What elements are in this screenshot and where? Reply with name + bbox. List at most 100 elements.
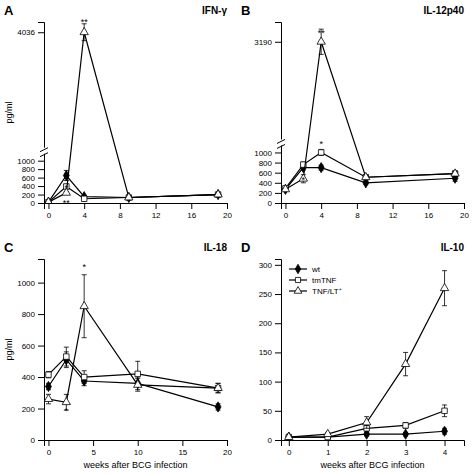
tick-label: 3190 xyxy=(254,38,272,47)
tick: 200 xyxy=(259,319,281,328)
point xyxy=(403,423,408,428)
tick-label: 0 xyxy=(47,211,52,220)
legend-label: tmTNF xyxy=(312,276,337,285)
point xyxy=(362,172,370,179)
tick: 0 xyxy=(31,436,44,445)
point xyxy=(125,193,133,200)
tick: 0 xyxy=(287,440,292,457)
tick-mark xyxy=(38,377,44,378)
tick-mark xyxy=(275,193,281,194)
tick-label: 200 xyxy=(259,319,273,328)
tick-label: 200 xyxy=(22,191,36,200)
tick-label: 10 xyxy=(134,448,143,457)
tick: 1000 xyxy=(254,149,281,158)
point xyxy=(44,394,52,401)
tick-mark xyxy=(275,42,281,43)
tick-label: 300 xyxy=(259,261,273,270)
tick-mark xyxy=(357,203,358,209)
point xyxy=(442,408,447,413)
tick-label: 16 xyxy=(187,211,196,220)
tick-label: 600 xyxy=(22,342,36,351)
tick-label: 4036 xyxy=(17,28,35,37)
tick-label: 0 xyxy=(47,448,52,457)
tick: 0 xyxy=(47,203,52,220)
tick: 0 xyxy=(268,199,281,208)
tick-label: 0 xyxy=(268,436,273,445)
tick: 600 xyxy=(259,169,281,178)
tick-mark xyxy=(428,203,429,209)
y-axis: 020040060080010004036 xyxy=(17,23,44,209)
point xyxy=(80,301,88,308)
tick-mark xyxy=(38,283,44,284)
tick: 12 xyxy=(389,203,398,220)
tick-label: 800 xyxy=(259,159,273,168)
panel: 0510152002004006008001000**IL-18Cweeks a… xyxy=(4,240,232,470)
tick-mark xyxy=(48,440,49,446)
plot-area xyxy=(281,29,459,194)
tick: 20 xyxy=(460,203,469,220)
tick: 600 xyxy=(22,342,44,351)
tick: 8 xyxy=(118,203,123,220)
panel-letter: D xyxy=(241,240,250,255)
tick-label: 4 xyxy=(82,211,87,220)
tick: 15 xyxy=(178,440,187,457)
tick-label: 600 xyxy=(259,169,273,178)
tick-mark xyxy=(38,32,44,33)
tick: 250 xyxy=(259,290,281,299)
tick-mark xyxy=(464,203,465,209)
tick-label: 200 xyxy=(259,189,273,198)
tick-mark xyxy=(48,203,49,209)
y-axis: 050100150200250300 xyxy=(259,260,282,446)
tick: 400 xyxy=(22,373,44,382)
series-line xyxy=(289,288,445,437)
tick-mark xyxy=(227,440,228,446)
panel-title: IL-18 xyxy=(204,242,228,253)
axis-break-mark xyxy=(40,148,48,152)
tick: 50 xyxy=(263,407,281,416)
tick: 4036 xyxy=(17,28,44,37)
tick: 4 xyxy=(319,203,324,220)
tick: 16 xyxy=(424,203,433,220)
tick-mark xyxy=(38,346,44,347)
axis-line xyxy=(38,23,45,204)
tick: 1 xyxy=(326,440,331,457)
point xyxy=(81,374,86,379)
tick-label: 5 xyxy=(91,448,96,457)
axis-break xyxy=(40,148,48,157)
tick: 2 xyxy=(365,440,370,457)
tick: 200 xyxy=(22,405,44,414)
tick-mark xyxy=(38,169,44,170)
tick-label: 0 xyxy=(31,199,36,208)
annotation: * xyxy=(302,175,306,185)
tick: 3190 xyxy=(254,38,281,47)
legend: wttmTNFTNF/LT⁺ xyxy=(289,264,342,295)
tick-mark xyxy=(367,440,368,446)
point xyxy=(81,192,87,202)
legend-marker xyxy=(295,264,300,273)
point xyxy=(46,372,51,377)
tick: 150 xyxy=(259,348,281,357)
point xyxy=(442,426,448,436)
tick-mark xyxy=(138,440,139,446)
error-bar xyxy=(403,422,408,428)
point xyxy=(440,283,448,290)
tick-mark xyxy=(275,152,281,153)
tick-mark xyxy=(38,440,44,441)
tick-mark xyxy=(38,203,44,204)
error-bar xyxy=(46,372,51,378)
tick: 20 xyxy=(223,440,232,457)
panel-letter: B xyxy=(241,3,250,18)
tick-label: 20 xyxy=(460,211,469,220)
plot-area xyxy=(44,275,222,412)
tick-mark xyxy=(275,173,281,174)
legend-label: wt xyxy=(311,265,321,274)
panel-letter: A xyxy=(4,3,14,18)
tick-label: 0 xyxy=(31,436,36,445)
panel: 048121620020040060080010003190****IL-12p… xyxy=(241,3,469,220)
x-axis: 048121620 xyxy=(282,203,470,220)
tick: 800 xyxy=(259,159,281,168)
point xyxy=(134,380,142,387)
series-line xyxy=(48,32,218,202)
series-line xyxy=(48,176,218,203)
point xyxy=(214,383,222,390)
